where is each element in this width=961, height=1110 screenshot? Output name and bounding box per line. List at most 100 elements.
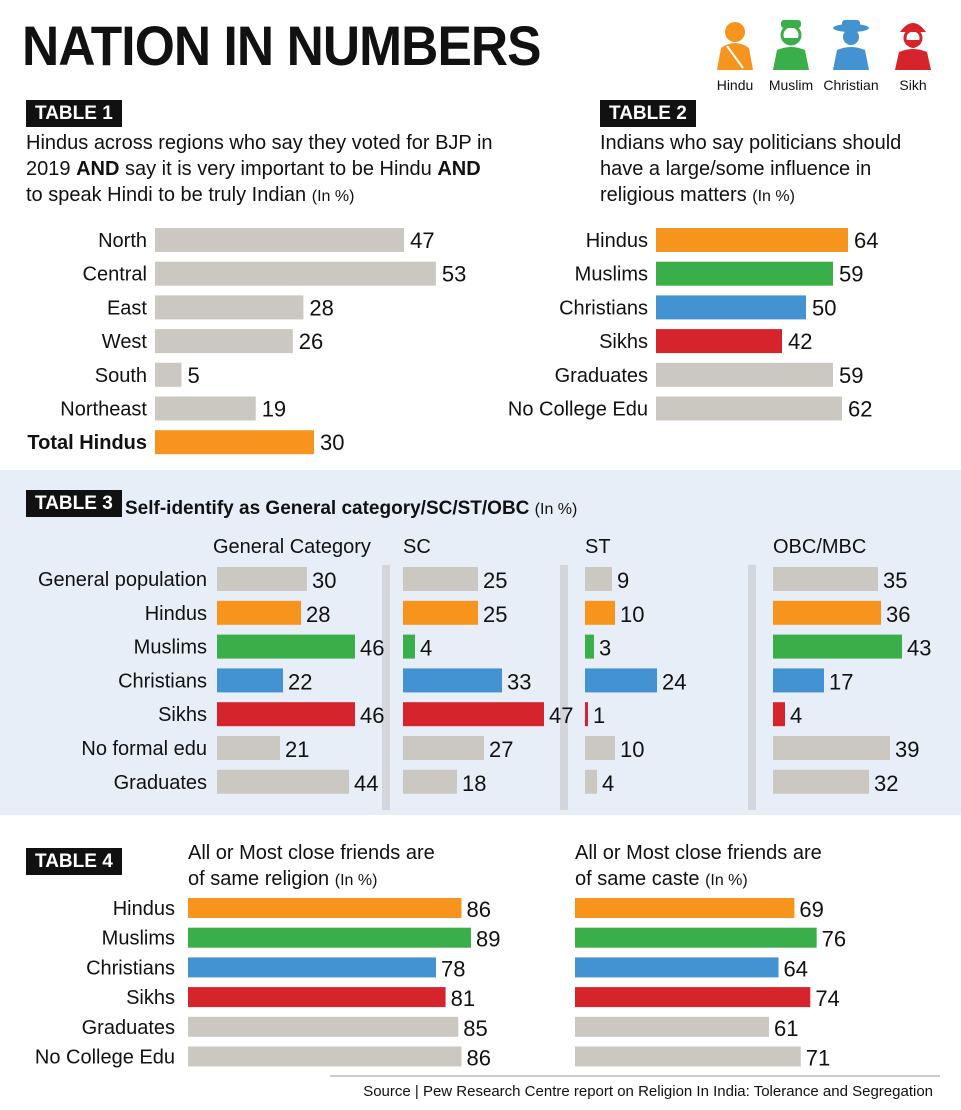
t1-bar xyxy=(155,430,314,455)
sikh-figure-icon xyxy=(895,23,931,70)
t3-bar xyxy=(585,567,612,591)
t4-category-label: Hindus xyxy=(113,898,175,920)
hindu-figure-icon xyxy=(717,22,753,70)
t1-value-label: 47 xyxy=(410,228,434,253)
t1-category-label: South xyxy=(95,365,147,387)
t4-bar xyxy=(575,898,795,918)
t1-bar xyxy=(155,329,293,354)
t3-column-divider xyxy=(748,565,756,810)
page-title: NATION IN NUMBERS xyxy=(22,14,542,77)
t2-category-label: Hindus xyxy=(586,230,648,252)
t3-value-label: 17 xyxy=(829,669,853,694)
t1-bar xyxy=(155,396,256,421)
t1-value-label: 30 xyxy=(320,430,344,455)
t4-value-label: 81 xyxy=(451,986,475,1011)
t4-bar xyxy=(188,987,446,1008)
table4-tag: TABLE 4 xyxy=(26,848,122,875)
t3-value-label: 27 xyxy=(489,737,513,762)
t4-value-label: 78 xyxy=(441,956,465,981)
t3-bar xyxy=(585,769,597,794)
t2-category-label: Sikhs xyxy=(599,331,648,353)
t1-value-label: 5 xyxy=(188,363,200,388)
t4-bar xyxy=(188,1046,462,1067)
t3-value-label: 36 xyxy=(886,602,910,627)
table1-desc-line: Hindus across regions who say they voted… xyxy=(26,132,493,154)
t3-bar xyxy=(403,736,484,760)
t3-column-header: ST xyxy=(585,536,611,558)
t3-column-header: OBC/MBC xyxy=(773,536,866,558)
t2-value-label: 59 xyxy=(839,262,863,287)
t3-bar xyxy=(403,567,478,591)
table4-desc-line: All or Most close friends are xyxy=(188,842,435,864)
t3-value-label: 3 xyxy=(599,636,611,661)
unit-label: (In %) xyxy=(705,872,748,889)
unit-label: (In %) xyxy=(311,188,355,205)
t3-value-label: 25 xyxy=(483,568,507,593)
t3-bar xyxy=(403,600,478,625)
t3-value-label: 44 xyxy=(354,771,378,796)
t4-category-label: Christians xyxy=(86,957,175,979)
t3-bar xyxy=(773,668,824,693)
t3-bar xyxy=(585,634,594,659)
t3-category-label: Sikhs xyxy=(158,704,207,726)
t3-value-label: 30 xyxy=(312,568,336,593)
t1-category-label: East xyxy=(107,297,147,319)
t3-value-label: 4 xyxy=(420,636,432,661)
t2-value-label: 64 xyxy=(854,228,878,253)
table3-tag: TABLE 3 xyxy=(26,490,122,517)
t3-bar xyxy=(773,702,785,727)
t1-category-label: Northeast xyxy=(60,399,147,421)
t3-category-label: Muslims xyxy=(134,637,207,659)
legend-label: Christian xyxy=(823,77,879,93)
t1-bar xyxy=(155,261,436,286)
t4-value-label: 69 xyxy=(799,897,823,922)
t4-value-label: 89 xyxy=(476,927,500,952)
t3-value-label: 43 xyxy=(907,636,931,661)
t2-bar xyxy=(656,329,782,354)
t2-bar xyxy=(656,261,833,286)
text: religious matters xyxy=(600,184,753,206)
t2-category-label: Christians xyxy=(559,297,648,319)
t3-bar xyxy=(217,736,280,760)
t3-bar xyxy=(773,567,878,591)
t1-category-label: Total Hindus xyxy=(27,432,147,454)
table2-desc-line: religious matters (In %) xyxy=(600,182,940,210)
t3-value-label: 46 xyxy=(360,703,384,728)
t3-value-label: 1 xyxy=(593,703,605,728)
t3-value-label: 10 xyxy=(620,602,644,627)
emphasis: AND xyxy=(437,158,481,180)
t3-bar xyxy=(403,668,502,693)
t3-bar xyxy=(585,736,615,760)
t2-value-label: 50 xyxy=(812,295,836,320)
table4-right-description: All or Most close friends are of same ca… xyxy=(575,840,875,894)
table1-desc-line: 2019 AND say it is very important to be … xyxy=(26,156,546,182)
emphasis: AND xyxy=(76,158,120,180)
t3-value-label: 32 xyxy=(874,771,898,796)
text: Self-identify as General category/SC/ST/… xyxy=(125,498,535,519)
text: to speak Hindi to be truly Indian xyxy=(26,184,312,206)
legend-muslim: Muslim xyxy=(761,18,821,93)
t3-column-divider xyxy=(560,565,568,810)
t3-value-label: 35 xyxy=(883,568,907,593)
t3-bar xyxy=(585,600,615,625)
t3-value-label: 39 xyxy=(895,737,919,762)
t3-value-label: 46 xyxy=(360,636,384,661)
table4-desc-line: All or Most close friends are xyxy=(575,842,822,864)
t4-bar xyxy=(575,1016,769,1037)
t2-value-label: 62 xyxy=(848,397,872,422)
t1-value-label: 28 xyxy=(309,295,333,320)
christian-figure-icon xyxy=(833,20,869,70)
t4-value-label: 71 xyxy=(806,1046,830,1071)
t3-value-label: 25 xyxy=(483,602,507,627)
unit-label: (In %) xyxy=(334,872,378,889)
t3-bar xyxy=(217,668,283,693)
t1-value-label: 53 xyxy=(442,262,466,287)
t3-bar xyxy=(585,702,588,727)
t2-value-label: 59 xyxy=(839,363,863,388)
t3-value-label: 9 xyxy=(617,568,629,593)
t3-column-header: General Category xyxy=(213,536,371,558)
t4-category-label: Sikhs xyxy=(126,987,175,1009)
legend-sikh: Sikh xyxy=(883,18,943,93)
table3-heading: Self-identify as General category/SC/ST/… xyxy=(125,496,577,523)
